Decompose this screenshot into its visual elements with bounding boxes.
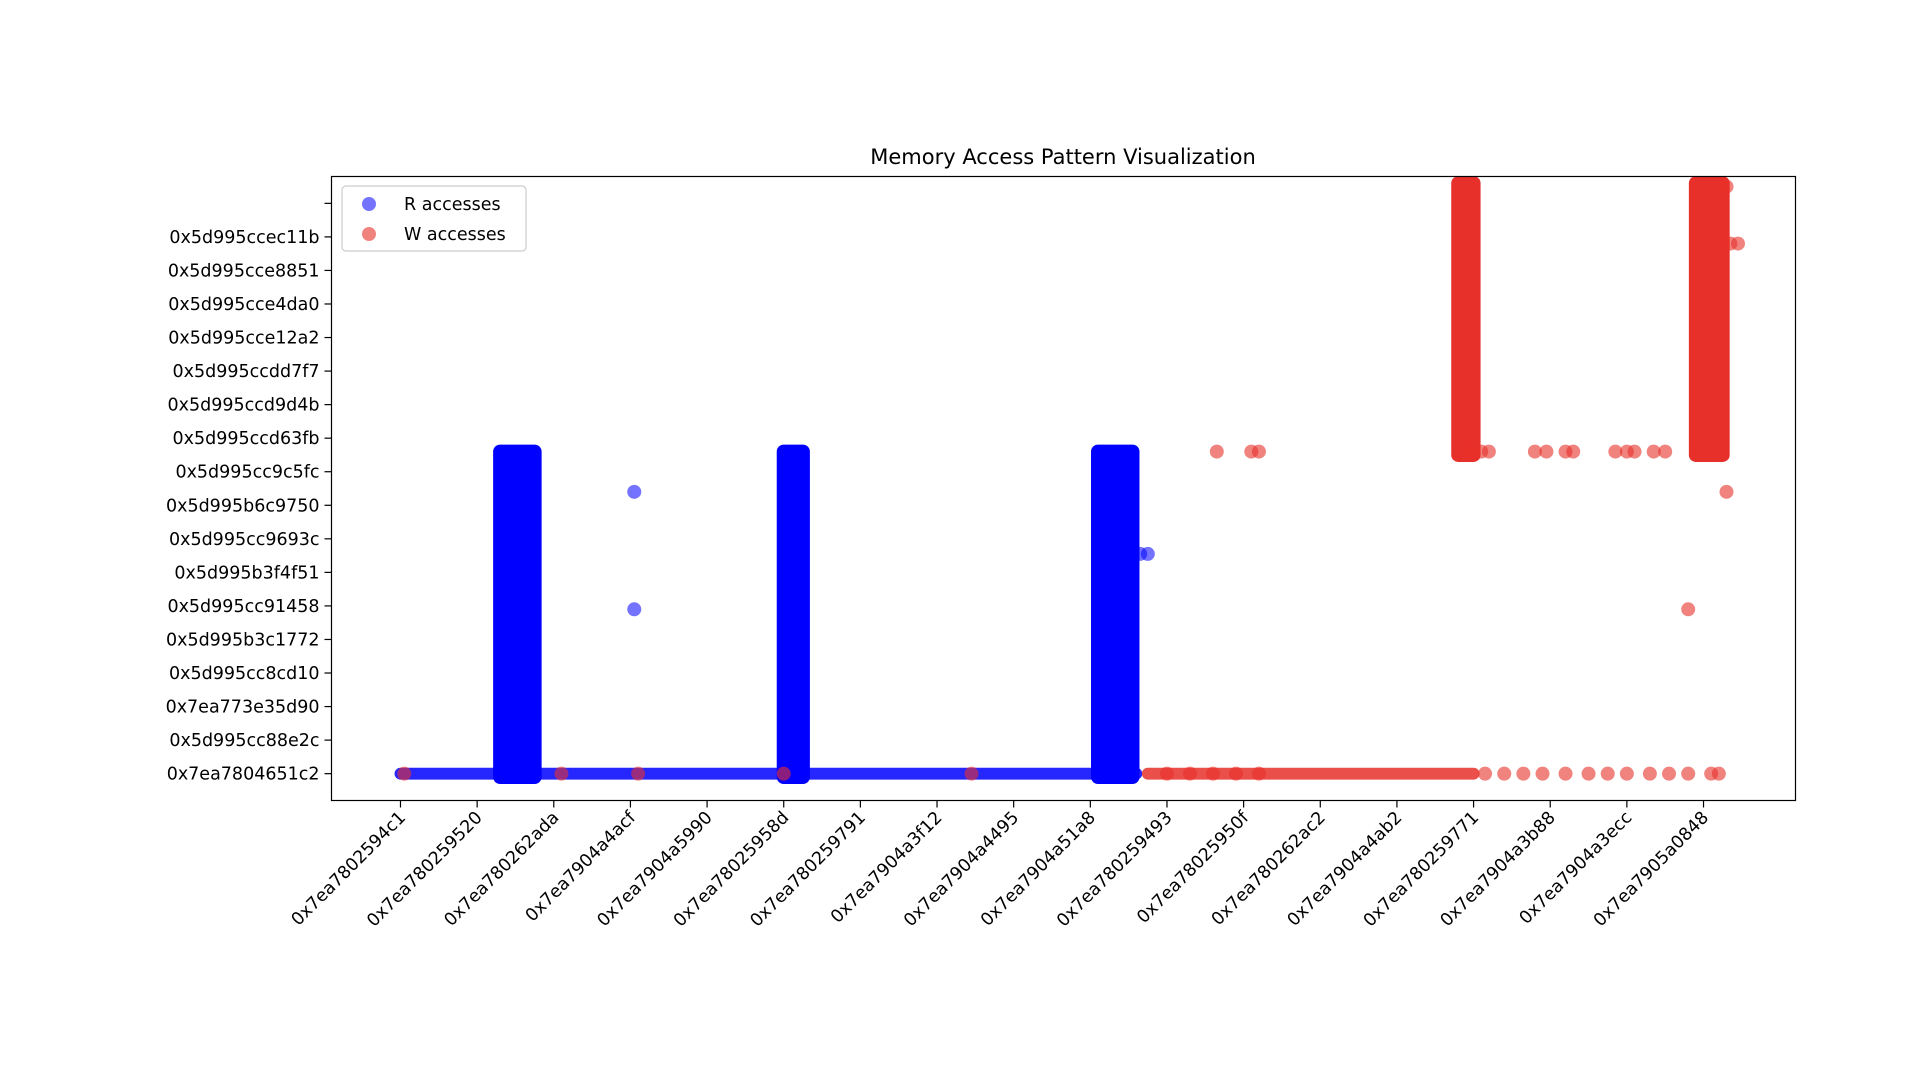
y-tick-label: 0x5d995cce8851 — [168, 261, 320, 281]
data-point — [1681, 766, 1696, 781]
data-point — [1159, 766, 1174, 781]
data-point — [1719, 484, 1734, 499]
data-point — [1646, 444, 1661, 459]
legend-box — [341, 185, 527, 252]
data-point — [627, 484, 642, 499]
data-point — [1228, 766, 1243, 781]
y-axis: 0x7ea7804651c2 0x5d995cc88e2c 0x7ea773e35d… — [166, 202, 332, 785]
y-tick-label: 0x5d995b3f4f51 — [174, 563, 319, 583]
data-point — [1731, 236, 1746, 251]
data-point — [627, 602, 642, 617]
dense-point-column — [1090, 444, 1140, 785]
data-point — [1581, 766, 1596, 781]
y-tick-label: 0x5d995b3c1772 — [166, 630, 320, 650]
y-tick-label: 0x7ea7804651c2 — [167, 765, 320, 785]
data-point — [1658, 444, 1673, 459]
legend: R accesses W accesses — [341, 185, 527, 252]
data-point — [1462, 444, 1477, 459]
y-tick-label: 0x5d995cc91458 — [167, 597, 319, 617]
y-tick-label: 0x7ea773e35d90 — [166, 698, 320, 718]
data-point — [1497, 766, 1512, 781]
data-point — [1558, 766, 1573, 781]
data-point — [1535, 766, 1550, 781]
data-point — [631, 766, 646, 781]
y-tick-label: 0x5d995cc9693c — [169, 530, 320, 550]
legend-label-w-accesses: W accesses — [404, 225, 506, 245]
data-point — [1642, 766, 1657, 781]
data-point — [397, 766, 412, 781]
data-point — [1662, 766, 1677, 781]
legend-marker-r-accesses — [362, 197, 376, 211]
dense-point-column — [776, 444, 810, 785]
data-point — [1711, 766, 1726, 781]
data-point — [1627, 444, 1642, 459]
data-point — [1205, 766, 1220, 781]
data-point — [1481, 444, 1496, 459]
series-w-accesses — [397, 176, 1746, 781]
legend-label-r-accesses: R accesses — [404, 195, 501, 215]
y-tick-label: 0x5d995ccd63fb — [172, 429, 319, 449]
y-tick-label: 0x5d995ccdd7f7 — [172, 362, 319, 382]
data-point — [1719, 179, 1734, 194]
y-tick-label: 0x5d995cce4da0 — [168, 295, 319, 315]
data-point — [554, 766, 569, 781]
y-tick-label: 0x5d995cc9c5fc — [175, 463, 319, 483]
dense-point-column — [1451, 176, 1481, 462]
y-tick-label: 0x5d995cce12a2 — [168, 329, 319, 349]
y-tick-label: 0x5d995b6c9750 — [166, 496, 320, 516]
y-tick-label: 0x5d995ccec11b — [169, 228, 319, 248]
dense-point-column — [1688, 176, 1730, 462]
data-point — [776, 766, 791, 781]
data-point — [1182, 766, 1197, 781]
y-tick-label: 0x5d995cc8cd10 — [169, 664, 320, 684]
data-point — [1251, 766, 1266, 781]
series-r-accesses — [394, 444, 1155, 785]
plot-frame — [330, 175, 1797, 802]
data-point — [1251, 444, 1266, 459]
data-point — [1527, 444, 1542, 459]
chart-title: Memory Access Pattern Visualization — [870, 145, 1256, 169]
data-point — [1516, 766, 1531, 781]
chart-marks — [394, 176, 1746, 785]
data-point — [1566, 444, 1581, 459]
data-point — [1209, 444, 1224, 459]
data-point — [1140, 546, 1155, 561]
y-tick-label: 0x5d995ccd9d4b — [168, 396, 320, 416]
data-point — [1478, 766, 1493, 781]
data-point — [964, 766, 979, 781]
dense-point-column — [493, 444, 542, 785]
data-point — [1681, 602, 1696, 617]
data-point — [1600, 766, 1615, 781]
y-tick-label: 0x5d995cc88e2c — [169, 731, 319, 751]
data-point — [1608, 444, 1623, 459]
x-axis: 0x7ea7802594c10x7ea7802595200x7ea780262a… — [288, 800, 1713, 931]
data-point — [1539, 444, 1554, 459]
legend-marker-w-accesses — [362, 227, 376, 241]
data-point — [1619, 766, 1634, 781]
